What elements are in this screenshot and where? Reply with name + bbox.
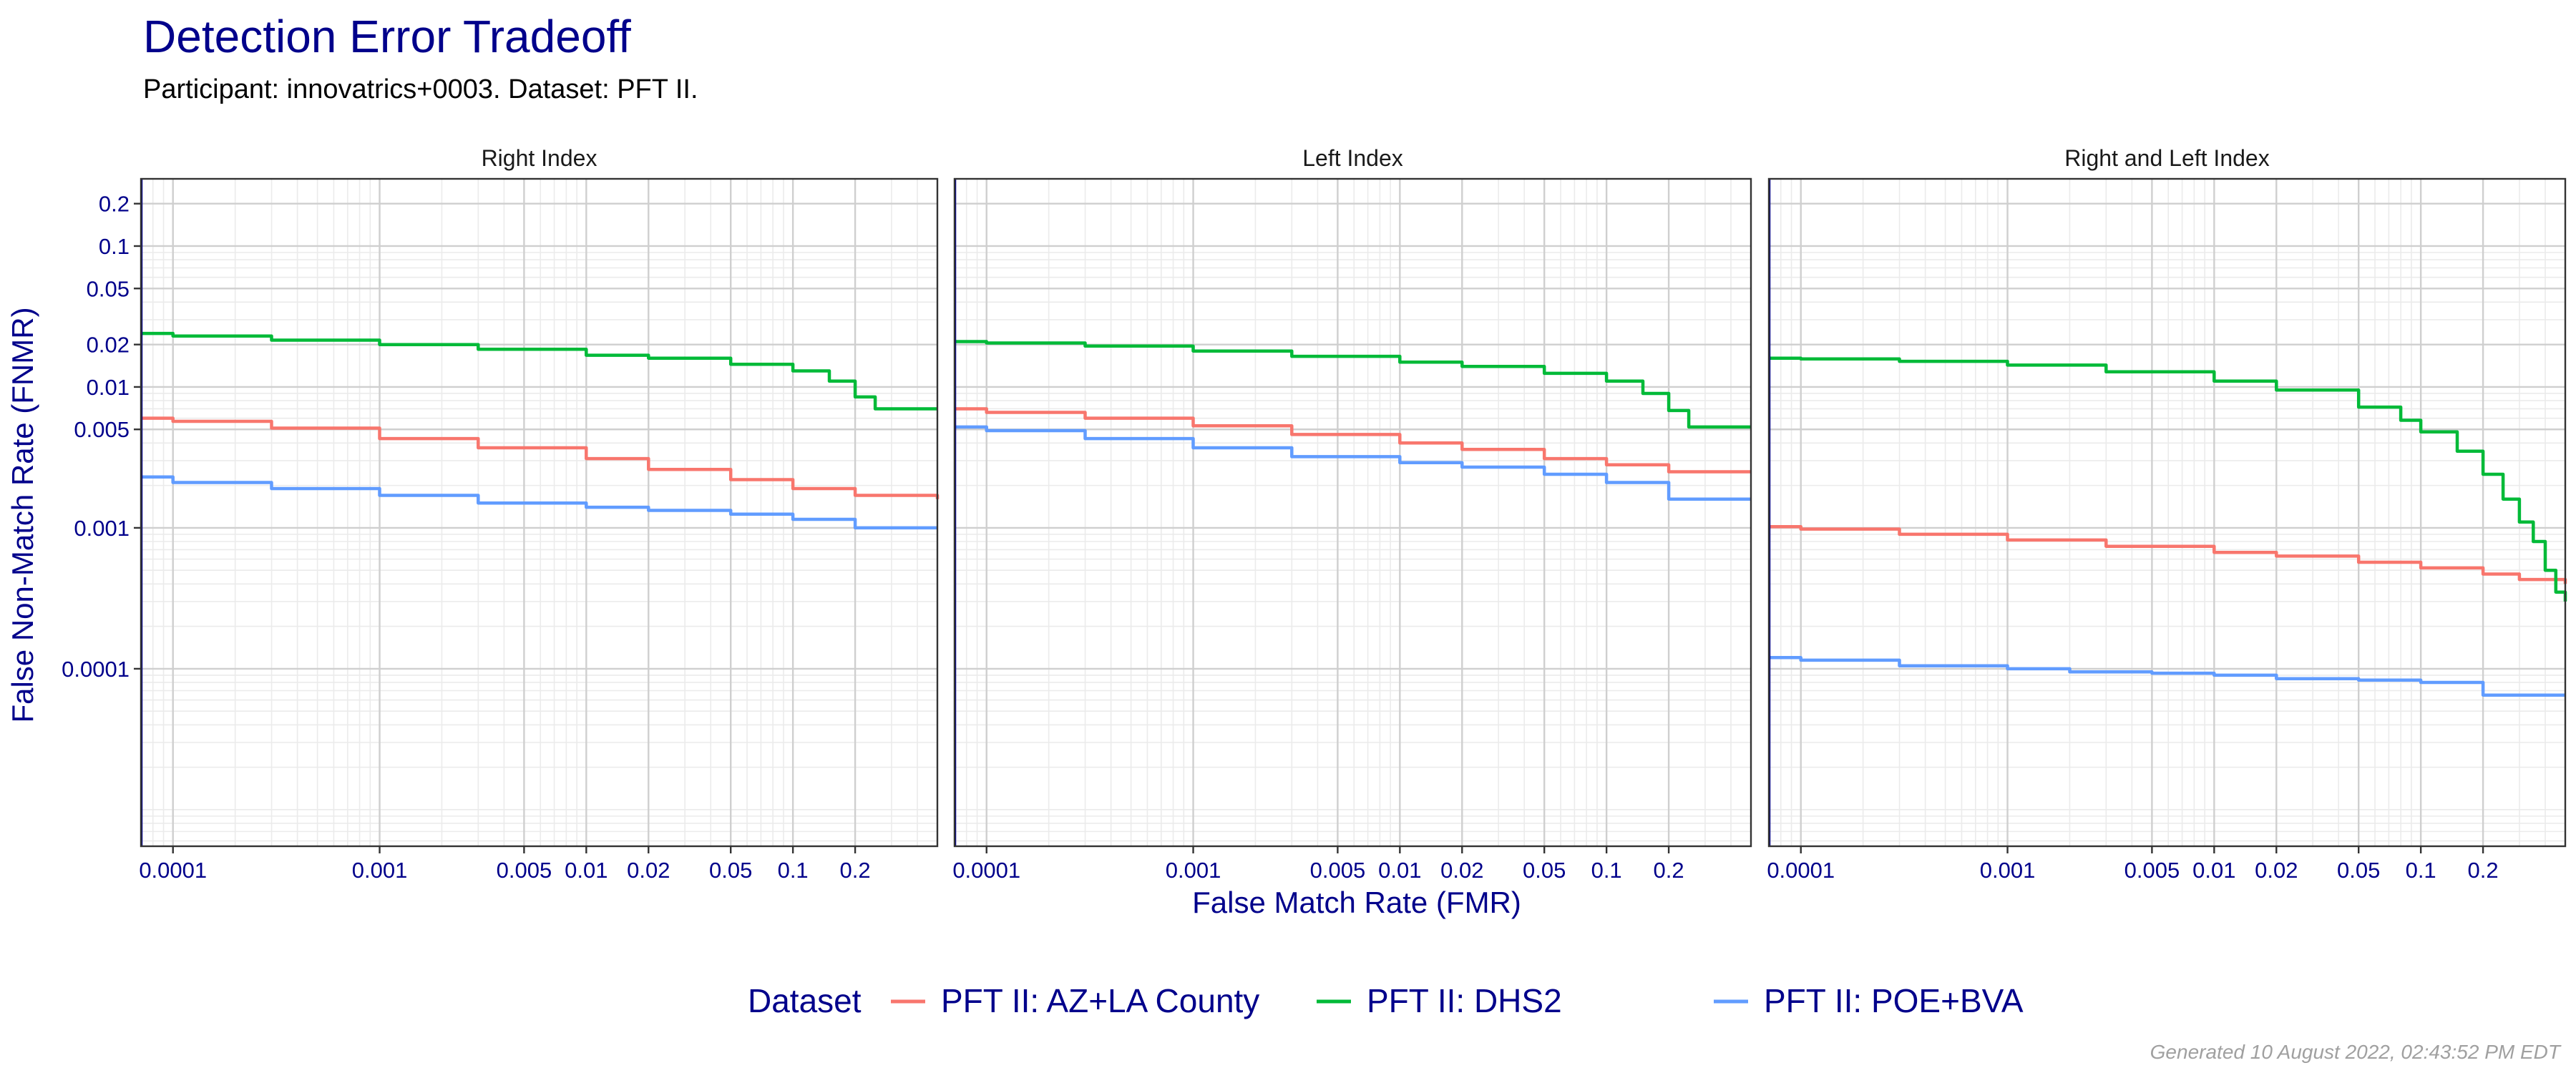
- series-line: [955, 425, 1751, 501]
- y-tick-label: 0.05: [87, 276, 130, 301]
- x-tick-label: 0.1: [778, 858, 809, 883]
- series-line: [141, 416, 940, 499]
- x-axis-title: False Match Rate (FMR): [1192, 886, 1521, 919]
- x-tick-label: 0.0001: [1767, 858, 1835, 883]
- series-line: [955, 340, 1751, 429]
- panel-strip: [141, 136, 937, 179]
- legend-label: PFT II: AZ+LA County: [941, 982, 1259, 1019]
- series-line: [955, 407, 1751, 474]
- panel-2: Right and Left Index 0.0001 0.001 0.005 0.01…: [1767, 136, 2567, 883]
- y-axis-title: False Non-Match Rate (FNMR): [6, 307, 39, 722]
- x-tick-label: 0.0001: [139, 858, 207, 883]
- y-tick-label: 0.02: [87, 333, 130, 358]
- legend-label: PFT II: POE+BVA: [1764, 982, 2024, 1019]
- panel-0: Right Index 0.0001 0.001 0.005 0.01 0.02 0.05 0…: [62, 136, 940, 883]
- y-tick-label: 0.1: [99, 234, 130, 259]
- legend-title: Dataset: [748, 982, 862, 1019]
- x-tick-label: 0.005: [497, 858, 552, 883]
- panels-layer: Right Index 0.0001 0.001 0.005 0.01 0.02 0.05 0…: [62, 136, 2567, 883]
- x-tick-label: 0.1: [2406, 858, 2436, 883]
- panel-background: [141, 179, 937, 846]
- series-line: [1769, 524, 2567, 584]
- y-tick-label: 0.0001: [62, 657, 130, 682]
- x-tick-label: 0.05: [2337, 858, 2380, 883]
- panel-border: [953, 177, 1752, 848]
- x-tick-label: 0.01: [2192, 858, 2235, 883]
- panel-background: [955, 179, 1751, 846]
- panel-strip: [955, 136, 1751, 179]
- x-tick-label: 0.02: [2255, 858, 2298, 883]
- x-tick-label: 0.2: [2468, 858, 2499, 883]
- x-tick-label: 0.01: [565, 858, 608, 883]
- series-line: [1769, 356, 2567, 602]
- series-line: [141, 475, 937, 530]
- generated-timestamp: Generated 10 August 2022, 02:43:52 PM ED…: [2150, 1041, 2560, 1063]
- x-tick-label: 0.001: [1980, 858, 2036, 883]
- chart-title: Detection Error Tradeoff: [143, 11, 631, 62]
- x-tick-label: 0.005: [2124, 858, 2180, 883]
- chart-subtitle: Participant: innovatrics+0003. Dataset: …: [143, 74, 698, 104]
- y-tick-label: 0.2: [99, 192, 130, 217]
- x-tick-label: 0.02: [1440, 858, 1483, 883]
- y-tick-label: 0.001: [74, 516, 130, 541]
- x-tick-label: 0.0001: [952, 858, 1020, 883]
- x-tick-label: 0.001: [352, 858, 408, 883]
- x-tick-label: 0.05: [709, 858, 752, 883]
- y-tick-label: 0.01: [87, 375, 130, 400]
- x-tick-label: 0.02: [627, 858, 670, 883]
- x-tick-label: 0.1: [1591, 858, 1622, 883]
- legend: Dataset PFT II: AZ+LA County PFT II: DHS2…: [748, 982, 2024, 1019]
- x-tick-label: 0.001: [1166, 858, 1221, 883]
- x-tick-label: 0.2: [1654, 858, 1684, 883]
- x-tick-label: 0.05: [1523, 858, 1566, 883]
- panel-1: Left Index 0.0001 0.001 0.005 0.01 0.02 0.05 0.…: [952, 136, 1752, 883]
- panel-border: [140, 177, 939, 848]
- panel-strip: [1769, 136, 2565, 179]
- legend-label: PFT II: DHS2: [1367, 982, 1562, 1019]
- panel-title: Right and Left Index: [2064, 145, 2269, 171]
- panel-border: [1767, 177, 2567, 848]
- series-line: [141, 331, 937, 411]
- panel-title: Right Index: [482, 145, 597, 171]
- x-tick-label: 0.01: [1378, 858, 1421, 883]
- y-tick-label: 0.005: [74, 417, 130, 442]
- x-tick-label: 0.005: [1310, 858, 1366, 883]
- panel-background: [1769, 179, 2565, 846]
- series-line: [1769, 656, 2565, 697]
- x-tick-label: 0.2: [840, 858, 871, 883]
- panel-title: Left Index: [1302, 145, 1403, 171]
